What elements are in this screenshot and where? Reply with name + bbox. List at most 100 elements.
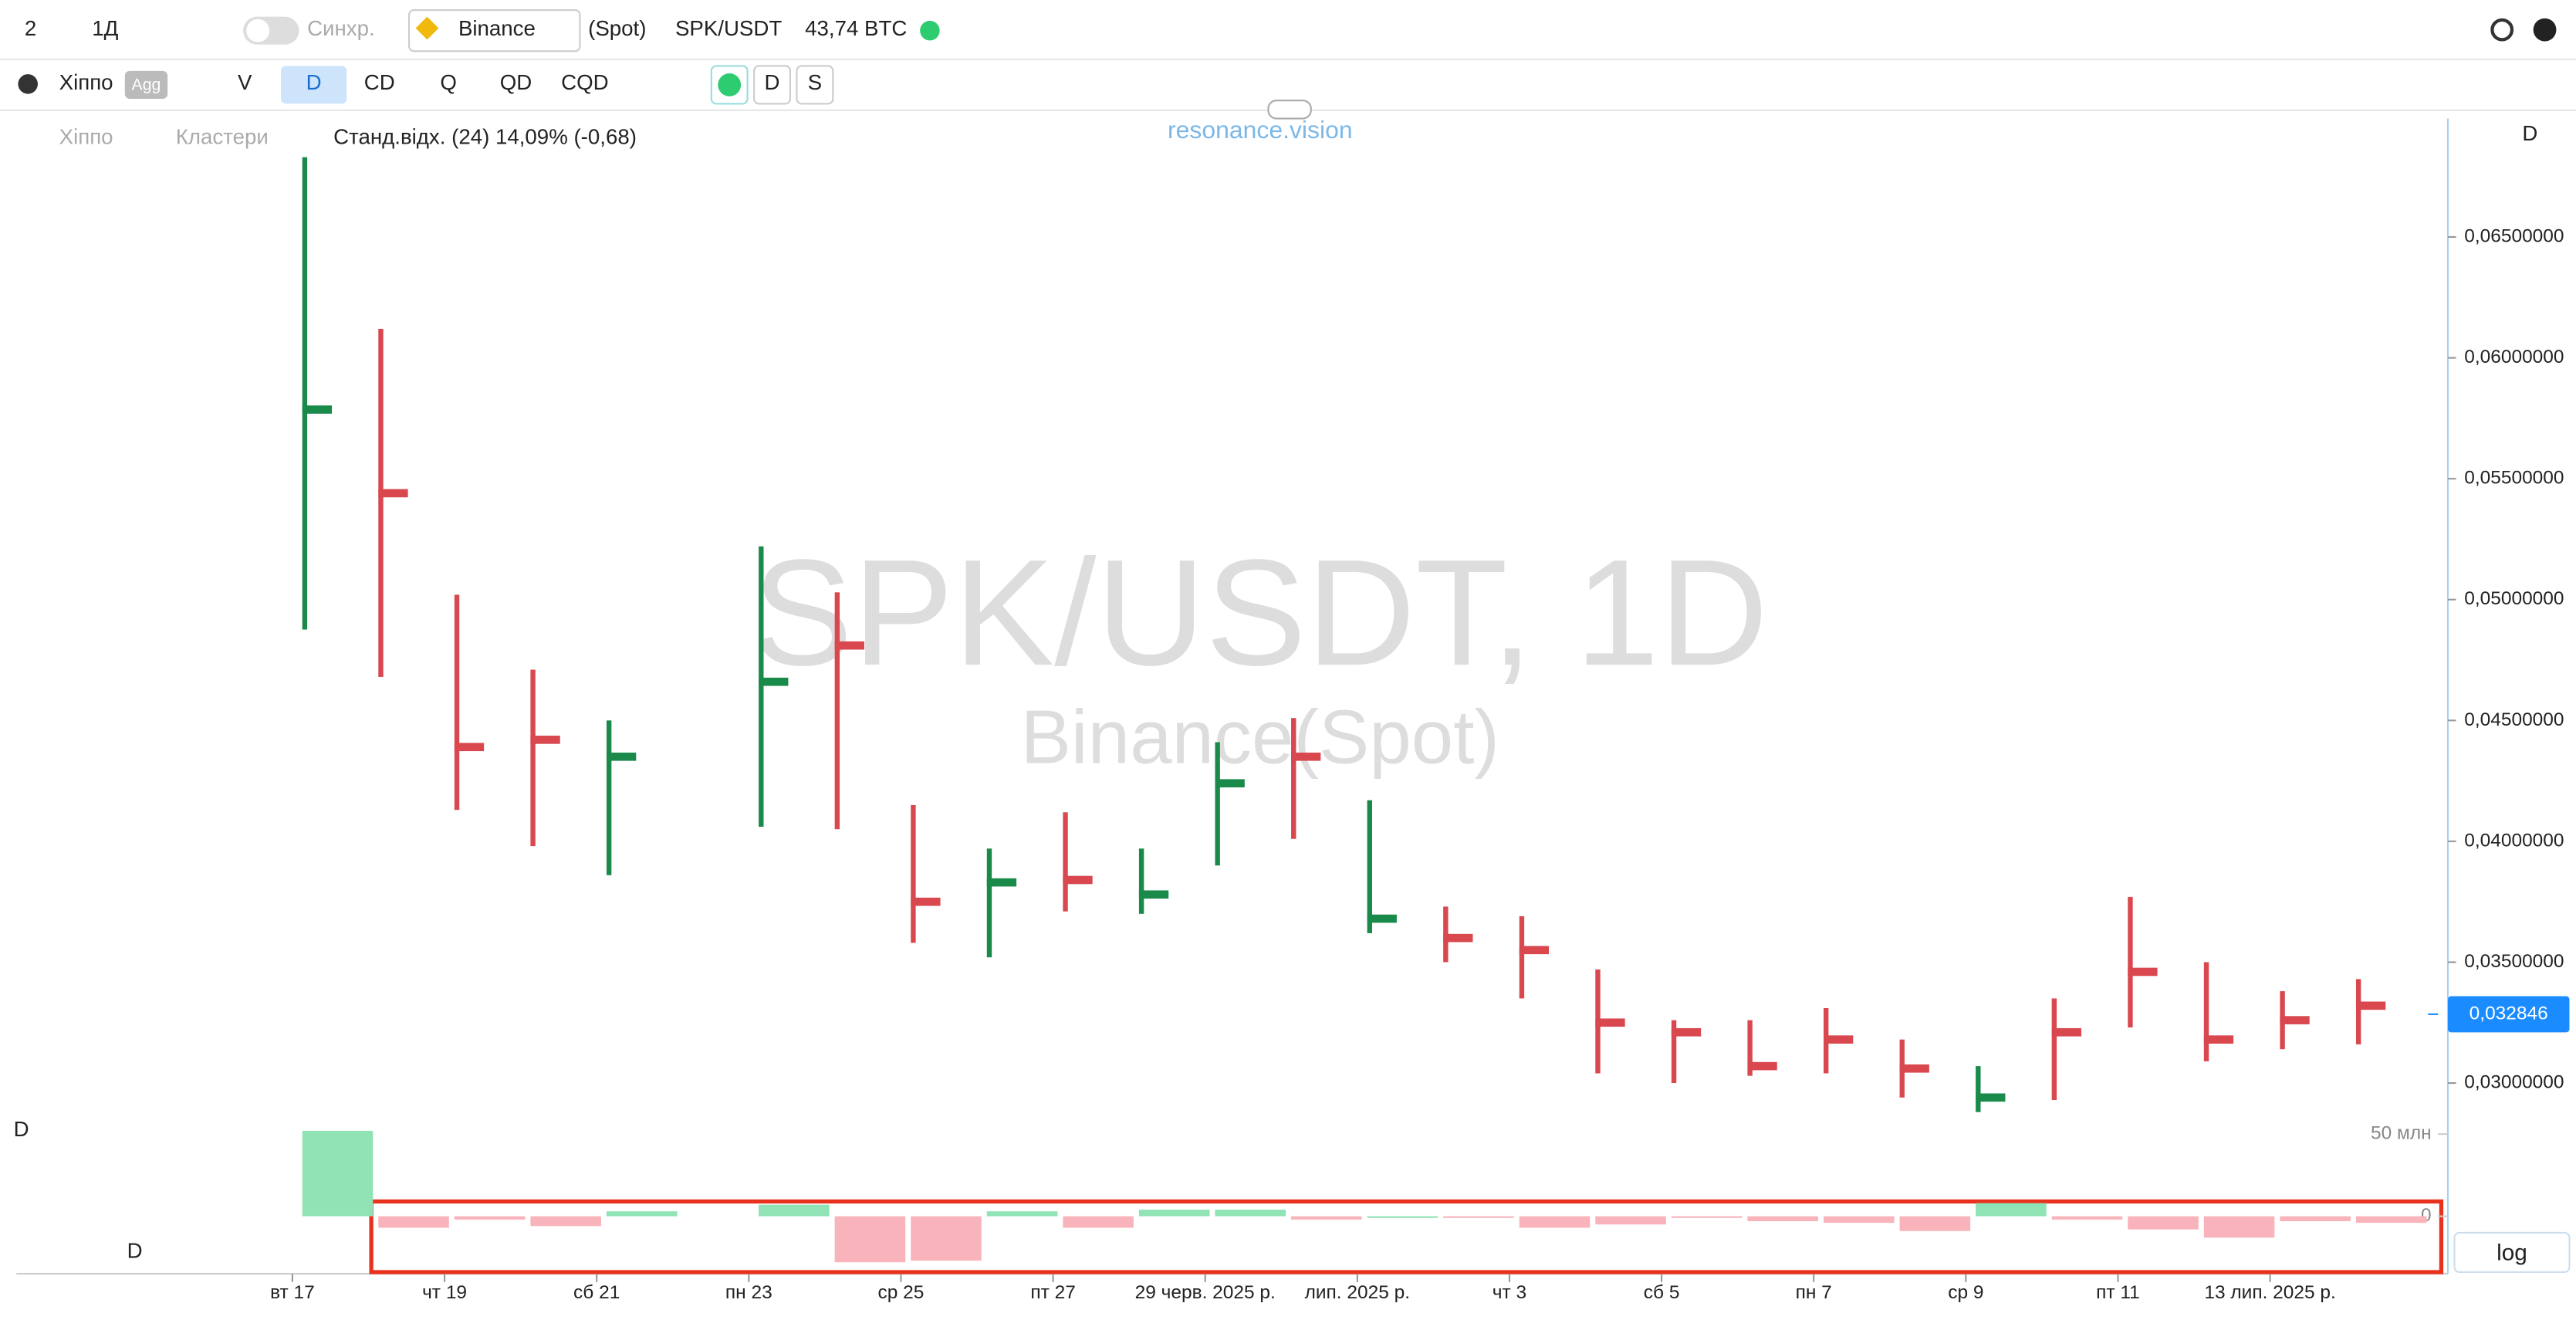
- delta-bar: [2355, 1216, 2427, 1224]
- log-button[interactable]: [2453, 1231, 2571, 1274]
- poc-bar: [1367, 914, 1397, 923]
- delta-bar: [759, 1204, 830, 1217]
- price-range: [1138, 848, 1144, 914]
- price-range: [1215, 742, 1220, 866]
- y-tick-label: 0,03500000: [2464, 951, 2564, 972]
- x-tick-label: пн 7: [1796, 1282, 1832, 1303]
- delta-bar: [1063, 1216, 1134, 1228]
- y-tick-label: 0,04500000: [2464, 709, 2564, 730]
- settings-icon[interactable]: [18, 74, 38, 94]
- price-range: [302, 157, 308, 630]
- log-label[interactable]: log: [2497, 1240, 2527, 1265]
- delta-bar: [1823, 1216, 1895, 1224]
- poc-bar: [2280, 1016, 2310, 1024]
- legend-clusters[interactable]: Кластери: [176, 124, 269, 148]
- delta-bar: [2203, 1216, 2275, 1238]
- brand: resonance.vision: [1168, 116, 1353, 144]
- pane-label: D: [127, 1239, 143, 1263]
- delta-bar: [378, 1216, 449, 1228]
- poc-bar: [1976, 1093, 2006, 1102]
- poc-bar: [759, 677, 789, 686]
- highlight-box: [369, 1199, 2444, 1274]
- delta-bar: [1747, 1216, 1818, 1221]
- toolbar-button[interactable]: D: [765, 70, 780, 94]
- price-range: [454, 594, 460, 811]
- delta-bar: [1291, 1216, 1362, 1220]
- poc-bar: [1823, 1035, 1854, 1044]
- profile-label[interactable]: Хіппо: [59, 70, 113, 94]
- poc-bar: [2355, 1001, 2386, 1010]
- toolbar-button[interactable]: D: [306, 70, 322, 94]
- price-range: [759, 546, 764, 828]
- last-price-label: 0,032846: [2470, 1003, 2548, 1024]
- x-tick-label: пт 11: [2096, 1282, 2140, 1303]
- status-dot: [920, 20, 940, 41]
- pane-label: D: [2522, 121, 2537, 145]
- toolbar-button[interactable]: S: [808, 70, 822, 94]
- watermark-subtitle: Binance(Spot): [1021, 694, 1499, 779]
- toolbar-button[interactable]: Q: [440, 70, 457, 94]
- price-range: [378, 328, 384, 677]
- y-tick-label: 0,03000000: [2464, 1072, 2564, 1093]
- delta-bar: [1215, 1210, 1286, 1217]
- legend-profile[interactable]: Хіппо: [59, 124, 113, 148]
- delta-bar: [1899, 1216, 1971, 1231]
- poc-bar: [2128, 967, 2158, 976]
- poc-bar: [530, 736, 560, 744]
- exchange: Binance: [458, 16, 536, 40]
- price-range: [1671, 1020, 1677, 1084]
- layout-count[interactable]: 2: [25, 16, 36, 40]
- last-price-box: [2447, 996, 2570, 1033]
- poc-bar: [911, 897, 941, 906]
- share-icon[interactable]: [2490, 18, 2514, 42]
- toggle-knob: [246, 19, 270, 42]
- delta-bar: [1519, 1216, 1591, 1228]
- y-tick-label: 0,06000000: [2464, 347, 2564, 367]
- add-icon: [718, 73, 742, 96]
- toolbar-button[interactable]: CD: [364, 70, 395, 94]
- delta-bar: [1976, 1203, 2047, 1217]
- poc-bar: [1291, 752, 1321, 761]
- delta-bar: [1671, 1216, 1743, 1218]
- price-range: [1976, 1066, 1981, 1112]
- y2-tick-label: 50 млн: [2371, 1123, 2432, 1144]
- x-tick-label: ср 25: [878, 1282, 925, 1303]
- price-range: [1367, 800, 1372, 933]
- delta-bar: [834, 1216, 906, 1263]
- toolbar-button[interactable]: V: [238, 70, 252, 94]
- agg-label[interactable]: Agg: [132, 76, 161, 94]
- price-range: [1063, 812, 1068, 912]
- x-tick-label: лип. 2025 р.: [1305, 1282, 1410, 1303]
- price-range: [911, 804, 916, 943]
- interval[interactable]: 1Д: [92, 16, 118, 40]
- market: (Spot): [588, 16, 646, 40]
- d-button[interactable]: [753, 65, 792, 105]
- delta-bar: [911, 1216, 982, 1261]
- toolbar-button[interactable]: QD: [500, 70, 532, 94]
- s-button[interactable]: [796, 65, 834, 105]
- exchange-select[interactable]: [408, 8, 581, 52]
- y-tick-label: 0,04000000: [2464, 830, 2564, 851]
- x-tick-label: пн 23: [725, 1282, 772, 1303]
- price-range: [530, 669, 536, 847]
- y-tick-label: 0,06500000: [2464, 225, 2564, 246]
- x-tick-label: сб 21: [573, 1282, 620, 1303]
- toolbar-button[interactable]: CQD: [561, 70, 608, 94]
- help-icon[interactable]: [2533, 18, 2557, 42]
- agg-bg: [124, 70, 168, 100]
- poc-bar: [1747, 1061, 1777, 1071]
- price-range: [1747, 1020, 1753, 1076]
- legend-indicator[interactable]: Станд.відх. (24) 14,09% (-0,68): [333, 124, 637, 148]
- delta-bar: [2280, 1216, 2351, 1221]
- symbol[interactable]: SPK/USDT: [675, 16, 782, 40]
- delta-bar: [1595, 1216, 1666, 1225]
- price-range: [834, 592, 840, 830]
- poc-bar: [1063, 875, 1093, 885]
- delta-bar: [454, 1216, 526, 1220]
- delta-bar: [2051, 1216, 2123, 1220]
- delta-bar: [302, 1130, 374, 1217]
- collapse-button[interactable]: [1267, 100, 1312, 120]
- price-range: [606, 720, 612, 875]
